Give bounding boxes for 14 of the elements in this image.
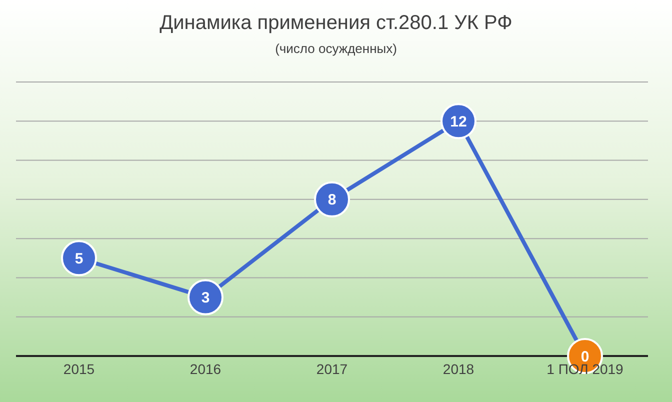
point (61, 240, 97, 276)
point (188, 279, 224, 316)
chart-title: Динамика применения ст.280.1 УК РФ (158, 12, 514, 35)
data-label: 12 (450, 113, 467, 130)
x-tick-label: 2015 (63, 360, 95, 377)
data-label: 5 (74, 250, 84, 268)
x-tick-label: 2018 (442, 360, 474, 377)
data-label: 0 (580, 348, 590, 366)
chart-subtitle: (число осужденных) (274, 41, 398, 56)
point (314, 181, 350, 218)
data-label: 8 (328, 192, 336, 209)
x-tick-label: 2016 (190, 360, 222, 377)
x-tick-label: 2017 (316, 360, 348, 377)
data-label: 3 (201, 290, 210, 307)
